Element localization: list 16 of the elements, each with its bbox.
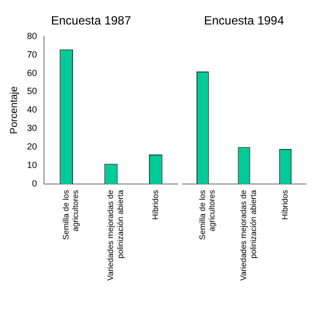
- y-axis-title: Porcentaje: [8, 86, 20, 134]
- y-tick-label: 0: [32, 178, 38, 188]
- y-tick-label: 10: [26, 160, 38, 170]
- x-tick-label: Híbridos: [280, 190, 290, 220]
- y-tick-label: 60: [26, 68, 38, 78]
- y-tick-label: 70: [26, 49, 38, 60]
- x-tick-label: Híbridos: [150, 190, 160, 220]
- x-tick-label: Semilla de los agricultores: [198, 190, 216, 240]
- chart-title: Encuesta 1994: [204, 14, 284, 28]
- y-tick-label: 50: [26, 86, 38, 96]
- y-tick-label: 20: [26, 142, 38, 152]
- y-tick-label: 80: [26, 30, 38, 41]
- chart-title: Encuesta 1987: [50, 14, 132, 28]
- x-tick-label: Semilla de los agricultores: [62, 190, 80, 240]
- y-tick-label: 30: [26, 123, 38, 134]
- y-tick-label: 40: [26, 104, 38, 115]
